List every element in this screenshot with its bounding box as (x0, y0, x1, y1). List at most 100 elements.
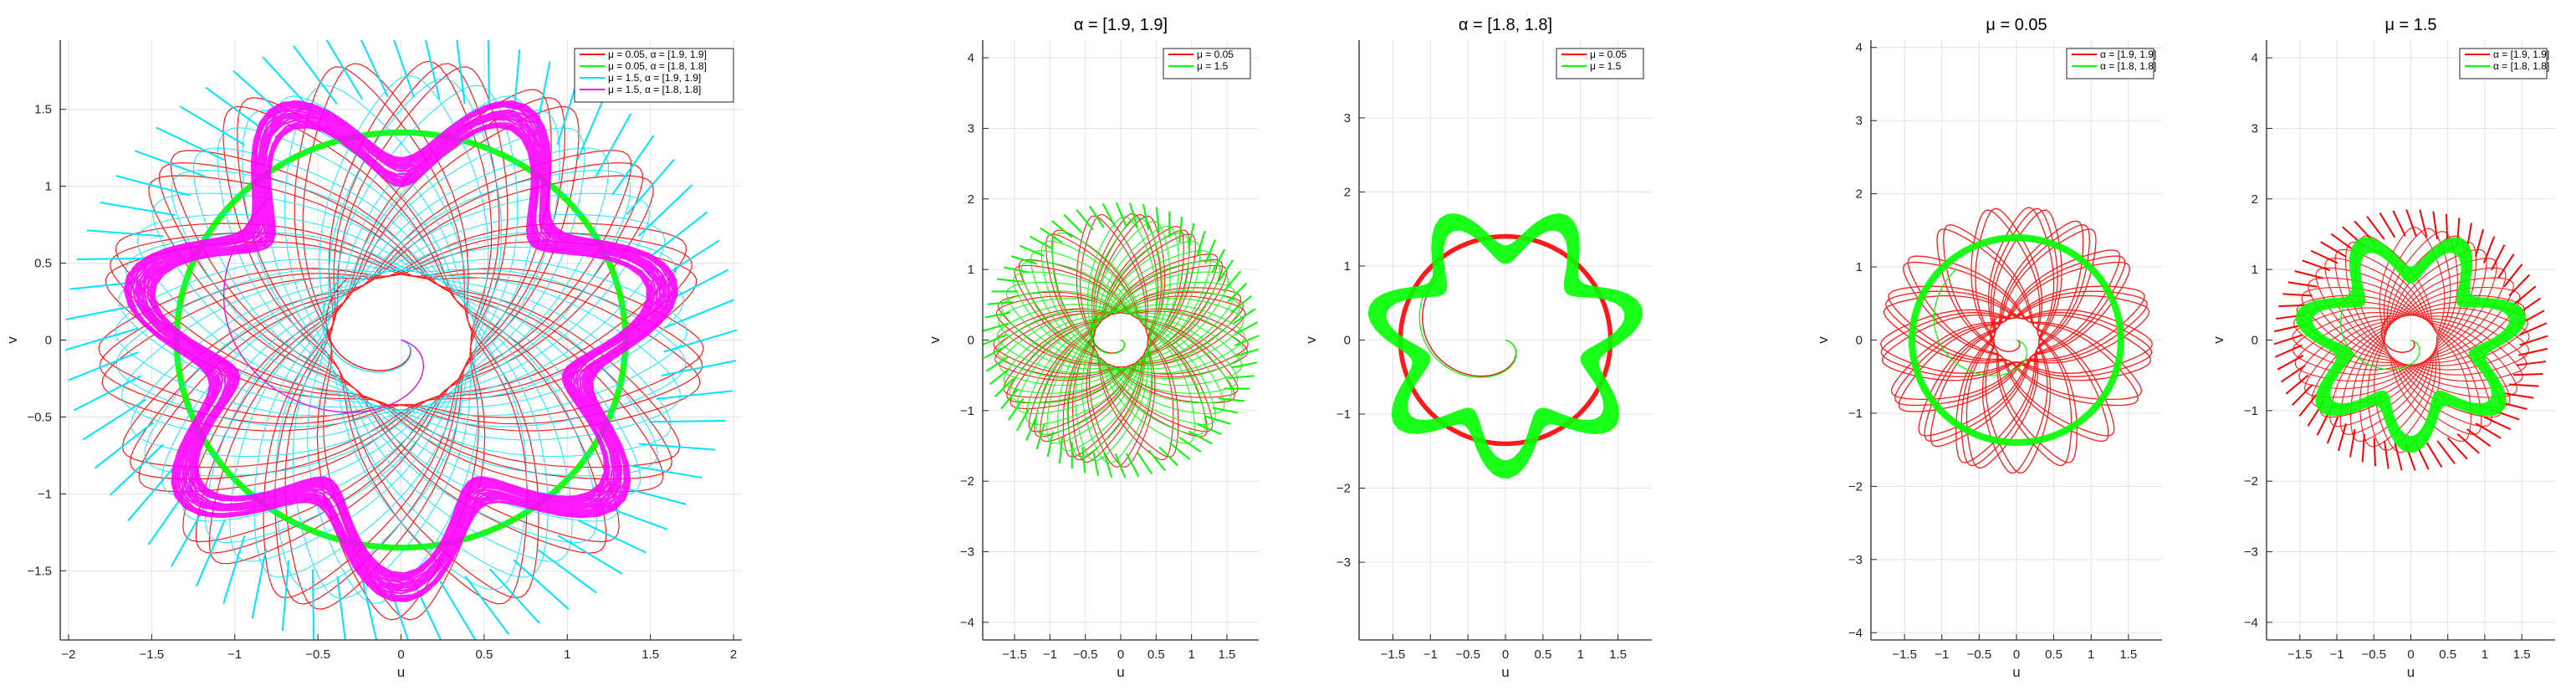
x-tick-label: −1.5 (1892, 647, 1917, 662)
y-tick-label: 1 (1344, 259, 1351, 274)
x-tick-label: 1 (2481, 647, 2488, 662)
series-spike (69, 280, 146, 290)
x-tick-label: 1 (1577, 647, 1584, 662)
series-spike (205, 86, 267, 132)
series-spike (2482, 236, 2496, 264)
series-spike (2280, 364, 2306, 383)
y-tick-label: −1 (1337, 407, 1351, 422)
x-tick-label: 1.5 (1218, 647, 1235, 662)
series-spike (983, 322, 1009, 332)
series-spike (2285, 374, 2309, 395)
series-spike (1197, 423, 1222, 435)
chart-title: α = [1.9, 1.9] (1074, 16, 1168, 34)
x-tick-label: −1.5 (2287, 647, 2313, 662)
series-spike (2298, 392, 2318, 417)
series-transient (222, 195, 424, 413)
series-spike (2504, 392, 2534, 399)
series-spike (2294, 270, 2324, 279)
y-tick-label: 4 (2251, 51, 2258, 65)
y-tick-label: −2 (1337, 482, 1351, 496)
series-spike (1046, 431, 1054, 458)
x-tick-label: 1.5 (2513, 647, 2531, 662)
x-tick-label: −1.5 (140, 647, 165, 662)
series-spike (595, 113, 632, 177)
series-transient (2380, 315, 2415, 353)
series-spike (2466, 428, 2492, 448)
y-tick-label: 3 (968, 121, 974, 136)
legend-entry: μ = 1.5, α = [1.8, 1.8] (608, 84, 701, 95)
series-spike (983, 345, 1008, 359)
series-spike (983, 334, 1008, 346)
y-tick-label: 0.5 (34, 257, 52, 271)
y-tick-label: −1 (38, 487, 52, 501)
series-spike (2282, 293, 2313, 297)
series-spike (513, 559, 570, 611)
y-axis-label: v (927, 336, 943, 344)
series-2 (1908, 234, 2125, 446)
series-spike (1063, 213, 1083, 234)
series-transient (1933, 268, 2028, 376)
series-spike (638, 184, 693, 237)
series-spike (1204, 239, 1216, 264)
series-spike (360, 40, 389, 98)
series-trajectory (996, 216, 1245, 464)
series-4 (123, 100, 678, 602)
series-spike (1227, 283, 1248, 303)
series-spike (1188, 223, 1195, 249)
series-spike (1007, 397, 1025, 421)
x-tick-label: 1.5 (1609, 647, 1627, 662)
series-spike (1058, 437, 1064, 464)
plot-area (983, 202, 1259, 479)
series-spike (336, 576, 346, 640)
series-spike (2483, 416, 2512, 431)
series-spike (2509, 383, 2539, 387)
x-tick-label: −1 (1043, 647, 1057, 662)
series-spike (2497, 253, 2515, 279)
x-tick-label: 0.5 (1534, 647, 1551, 662)
series-spike (109, 443, 164, 496)
series-spike (2277, 354, 2304, 371)
series-spike (1035, 423, 1045, 450)
series-trajectory (123, 100, 678, 602)
y-tick-label: −4 (1848, 626, 1863, 640)
x-tick-label: 0 (1502, 647, 1509, 662)
y-tick-label: −4 (960, 616, 974, 630)
y-tick-label: −1 (960, 404, 974, 418)
chart-title: α = [1.8, 1.8] (1459, 16, 1552, 34)
chart-panel-4: −1.5 −1 −0.5 0 0.5 1 1.5 −4 −3 −2 −1 0 1 2 3 4 u v μ = 0.0… (1815, 16, 2162, 680)
legend-entry: α = [1.9, 1.9] (2100, 49, 2156, 60)
y-tick-label: 0 (1344, 334, 1351, 348)
y-tick-label: 1.5 (34, 103, 52, 117)
series-spike (2310, 249, 2338, 264)
legend: μ = 0.05, α = [1.9, 1.9]μ = 0.05, α = [1… (574, 48, 734, 103)
series-spike (638, 443, 716, 451)
x-axis-label: u (2012, 664, 2020, 680)
y-tick-label: −3 (2244, 545, 2258, 560)
series-spike (115, 175, 190, 197)
series-spike (2419, 209, 2428, 238)
series-spike (439, 580, 477, 640)
y-axis-label: v (4, 336, 20, 344)
series-spike (2392, 210, 2406, 237)
series-spike (134, 150, 207, 178)
series-spike (984, 311, 1011, 319)
series-spike (67, 351, 139, 381)
legend-entry: μ = 1.5, α = [1.9, 1.9] (608, 72, 701, 84)
x-tick-label: 2 (730, 647, 737, 662)
legend-entry: μ = 1.5 (1590, 60, 1622, 72)
plot-area (64, 40, 738, 640)
series-spike (661, 360, 737, 376)
series-spike (663, 329, 738, 353)
series-spike (1204, 415, 1231, 425)
series-spike (64, 327, 139, 351)
series-spike (663, 299, 735, 329)
series-spike (251, 548, 268, 619)
y-tick-label: −0.5 (27, 410, 52, 424)
series-spike (195, 520, 226, 587)
series-spike (1212, 407, 1239, 414)
legend-entry: μ = 0.05, α = [1.9, 1.9] (608, 49, 707, 60)
series-transient (2340, 280, 2420, 371)
series-spike (1158, 446, 1178, 467)
series-transient (1989, 316, 2021, 352)
y-tick-label: 3 (1856, 114, 1863, 128)
